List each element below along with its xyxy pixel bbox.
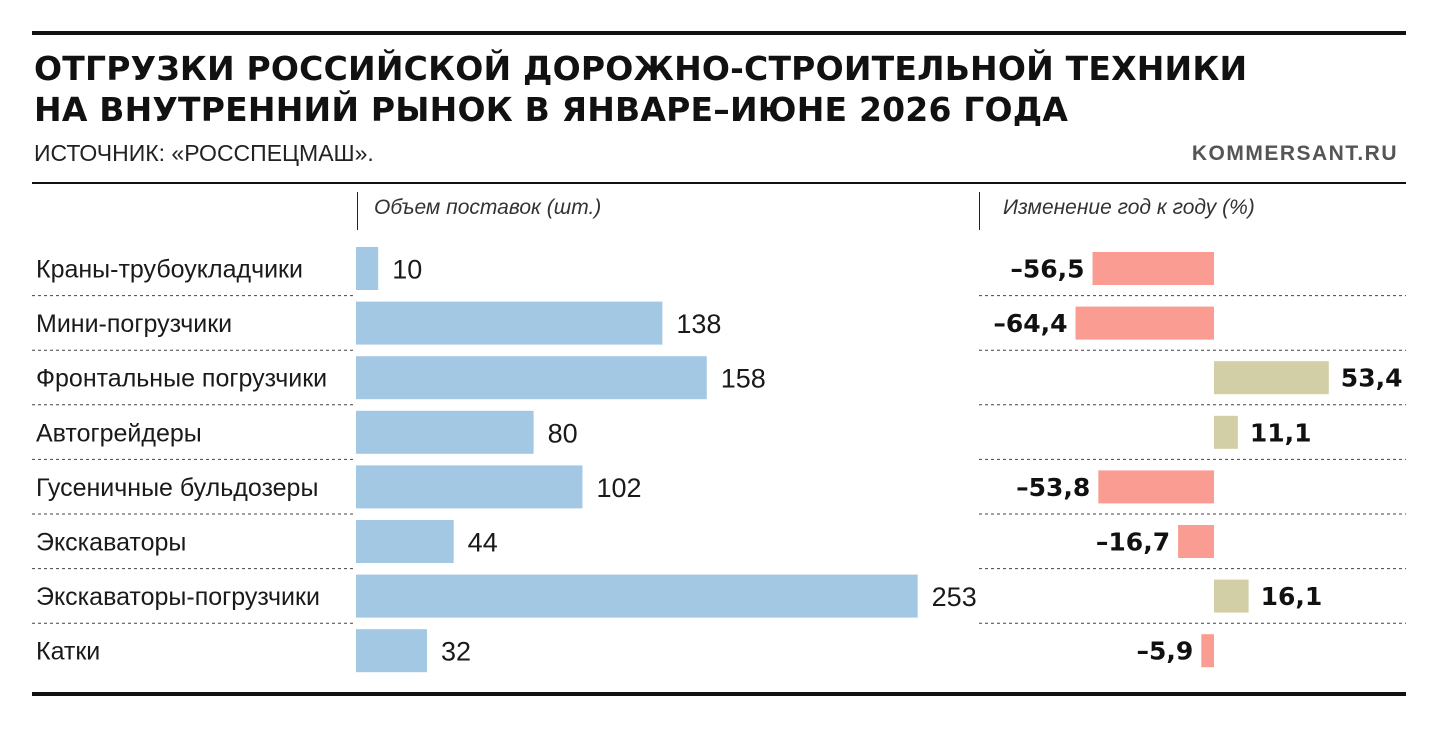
category-label: Катки [36, 638, 100, 666]
change-bar-negative [1075, 306, 1214, 340]
category-label: Фронтальные погрузчики [36, 365, 327, 393]
change-bar-negative [1092, 252, 1214, 285]
volume-value-label: 10 [392, 255, 422, 285]
volume-column-header: Объем поставок (шт.) [374, 196, 602, 219]
volume-bar [356, 520, 454, 563]
change-value-label: –56,5 [1010, 255, 1084, 284]
category-label: Гусеничные бульдозеры [36, 474, 318, 502]
change-value-label: –5,9 [1137, 637, 1194, 666]
change-value-label: 11,1 [1250, 418, 1312, 447]
volume-bar [356, 247, 379, 290]
change-bar-positive [1214, 415, 1238, 449]
chart-title-line-1: ОТГРУЗКИ РОССИЙСКОЙ ДОРОЖНО-СТРОИТЕЛЬНОЙ… [34, 49, 1248, 88]
change-value-label: 16,1 [1261, 582, 1323, 611]
chart-title: ОТГРУЗКИ РОССИЙСКОЙ ДОРОЖНО-СТРОИТЕЛЬНОЙ… [34, 48, 1334, 130]
change-bar-positive [1214, 361, 1329, 395]
volume-bar [356, 410, 534, 454]
volume-value-label: 158 [721, 364, 766, 394]
volume-value-label: 80 [548, 418, 578, 448]
volume-value-label: 102 [596, 473, 641, 503]
volume-bar [356, 574, 918, 618]
change-column-header: Изменение год к году (%) [1003, 196, 1255, 219]
volume-value-label: 138 [676, 309, 721, 339]
change-bar-negative [1178, 525, 1214, 558]
top-rule [32, 31, 1406, 35]
change-value-label: –64,4 [993, 309, 1067, 338]
brand-label: KOMMERSANT.RU [1191, 142, 1398, 165]
category-label: Экскаваторы-погрузчики [36, 583, 320, 611]
change-bar-positive [1214, 579, 1249, 613]
volume-value-label: 44 [468, 528, 498, 558]
category-label: Мини-погрузчики [36, 310, 232, 338]
change-value-label: 53,4 [1341, 364, 1403, 393]
volume-column-tick [357, 192, 358, 230]
volume-value-label: 32 [441, 637, 471, 667]
bottom-rule [32, 692, 1406, 696]
volume-value-label: 253 [932, 582, 977, 612]
source-note: ИСТОЧНИК: «РОССПЕЦМАШ». [34, 140, 374, 166]
category-label: Экскаваторы [36, 529, 186, 557]
change-value-label: –53,8 [1016, 473, 1090, 502]
change-bar-negative [1201, 634, 1214, 668]
volume-bar [356, 301, 663, 345]
category-label: Краны-трубоукладчики [36, 256, 303, 284]
change-value-label: –16,7 [1096, 528, 1170, 557]
volume-bar [356, 629, 428, 673]
change-column-tick [979, 192, 980, 230]
volume-bar [356, 356, 707, 400]
category-label: Автогрейдеры [36, 419, 202, 447]
volume-bar [356, 465, 583, 509]
header-rule [32, 182, 1406, 184]
change-bar-negative [1098, 470, 1214, 504]
chart-title-line-2: НА ВНУТРЕННИЙ РЫНОК В ЯНВАРЕ–ИЮНЕ 2026 Г… [34, 90, 1069, 129]
